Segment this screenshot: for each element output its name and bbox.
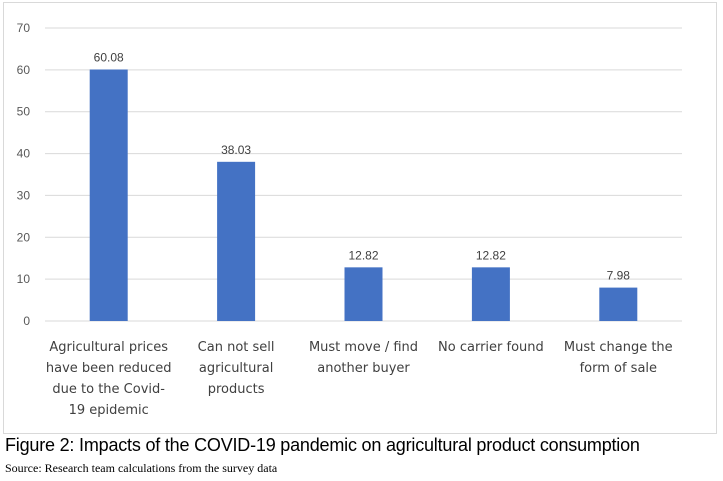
category-labels: Agricultural prices have been reduced due … — [46, 340, 673, 418]
y-tick-label: 70 — [17, 21, 31, 35]
bar-4 — [471, 267, 510, 321]
category-label: have been reduced — [46, 361, 172, 376]
y-tick-label: 50 — [17, 105, 31, 119]
data-label: 38.03 — [221, 143, 251, 157]
figure-caption: Figure 2: Impacts of the COVID-19 pandem… — [5, 435, 640, 455]
bars — [89, 69, 638, 322]
source-note: Source: Research team calculations from … — [5, 461, 278, 475]
y-tick-label: 20 — [17, 230, 31, 244]
data-labels: 60.08 38.03 12.82 12.82 7.98 — [94, 51, 631, 283]
bar-5 — [599, 287, 638, 321]
category-label: products — [208, 382, 265, 397]
bar-3 — [344, 267, 383, 321]
category-label: No carrier found — [438, 340, 544, 355]
category-label: Must change the — [564, 340, 673, 355]
y-tick-label: 30 — [17, 188, 31, 202]
y-tick-label: 60 — [17, 63, 31, 77]
y-tick-label: 10 — [17, 272, 31, 286]
bar-1 — [89, 69, 128, 322]
data-label: 7.98 — [607, 269, 631, 283]
data-label: 60.08 — [94, 51, 124, 65]
category-label: another buyer — [317, 361, 410, 376]
category-label: Must move / find — [309, 340, 418, 355]
category-label: form of sale — [580, 361, 657, 376]
category-label: Can not sell — [198, 340, 275, 355]
gridlines — [45, 27, 682, 322]
data-label: 12.82 — [476, 248, 506, 262]
bar-2 — [217, 161, 256, 321]
category-label: due to the Covid- — [52, 382, 165, 397]
bar-chart: 0 10 20 30 40 50 60 70 60.08 38.03 12.82 12.82 7.98… — [17, 21, 682, 418]
y-axis-ticks: 0 10 20 30 40 50 60 70 — [17, 21, 31, 328]
y-tick-label: 0 — [23, 314, 30, 328]
category-label: 19 epidemic — [69, 403, 149, 418]
y-tick-label: 40 — [17, 147, 31, 161]
category-label: agricultural — [199, 361, 273, 376]
category-label: Agricultural prices — [49, 340, 168, 355]
data-label: 12.82 — [348, 248, 378, 262]
